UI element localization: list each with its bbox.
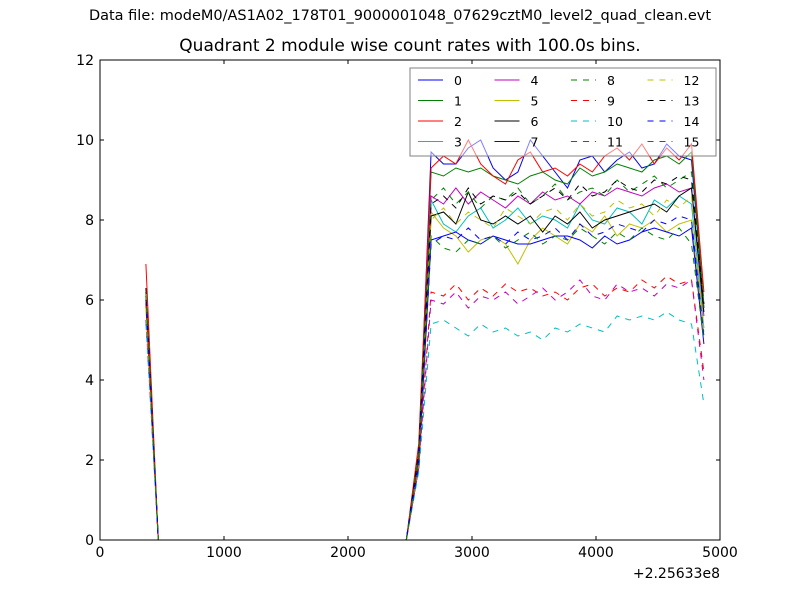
series-line-13 bbox=[145, 175, 705, 540]
x-tick-label: 4000 bbox=[578, 545, 614, 561]
y-tick-label: 2 bbox=[85, 453, 94, 469]
legend-label-6: 6 bbox=[531, 114, 539, 129]
y-tick-label: 4 bbox=[85, 373, 94, 389]
legend-label-14: 14 bbox=[684, 114, 700, 129]
chart-title: Quadrant 2 module wise count rates with … bbox=[179, 36, 641, 56]
legend-label-1: 1 bbox=[454, 94, 462, 109]
legend-label-7: 7 bbox=[531, 135, 539, 150]
legend-label-12: 12 bbox=[684, 73, 700, 88]
series-line-12 bbox=[145, 194, 705, 540]
legend-label-9: 9 bbox=[607, 94, 615, 109]
x-tick-label: 0 bbox=[96, 545, 105, 561]
y-tick-label: 6 bbox=[85, 293, 94, 309]
legend-label-10: 10 bbox=[607, 114, 623, 129]
x-tick-label: 5000 bbox=[702, 545, 738, 561]
legend-label-2: 2 bbox=[454, 114, 462, 129]
series-line-11 bbox=[145, 279, 705, 540]
series-line-10 bbox=[145, 311, 705, 540]
legend-label-15: 15 bbox=[684, 135, 700, 150]
x-offset-label: +2.25633e8 bbox=[633, 566, 720, 582]
x-tick-label: 3000 bbox=[454, 545, 490, 561]
series-line-3 bbox=[145, 195, 705, 540]
series-layer bbox=[145, 138, 705, 540]
legend-label-5: 5 bbox=[531, 94, 539, 109]
y-tick-label: 0 bbox=[85, 533, 94, 549]
legend-label-3: 3 bbox=[454, 135, 462, 150]
x-tick-label: 1000 bbox=[206, 545, 242, 561]
legend-label-0: 0 bbox=[454, 73, 462, 88]
legend-label-4: 4 bbox=[531, 73, 539, 88]
figure-suptitle: Data file: modeM0/AS1A02_178T01_90000010… bbox=[88, 8, 712, 24]
y-tick-label: 8 bbox=[85, 213, 94, 229]
series-line-15 bbox=[145, 227, 705, 540]
x-tick-label: 2000 bbox=[330, 545, 366, 561]
y-tick-label: 12 bbox=[76, 53, 94, 69]
legend-label-13: 13 bbox=[684, 94, 700, 109]
legend-label-11: 11 bbox=[607, 135, 623, 150]
series-line-6 bbox=[145, 187, 705, 540]
series-line-14 bbox=[145, 215, 705, 540]
y-tick-label: 10 bbox=[76, 133, 94, 149]
legend-label-8: 8 bbox=[607, 73, 615, 88]
